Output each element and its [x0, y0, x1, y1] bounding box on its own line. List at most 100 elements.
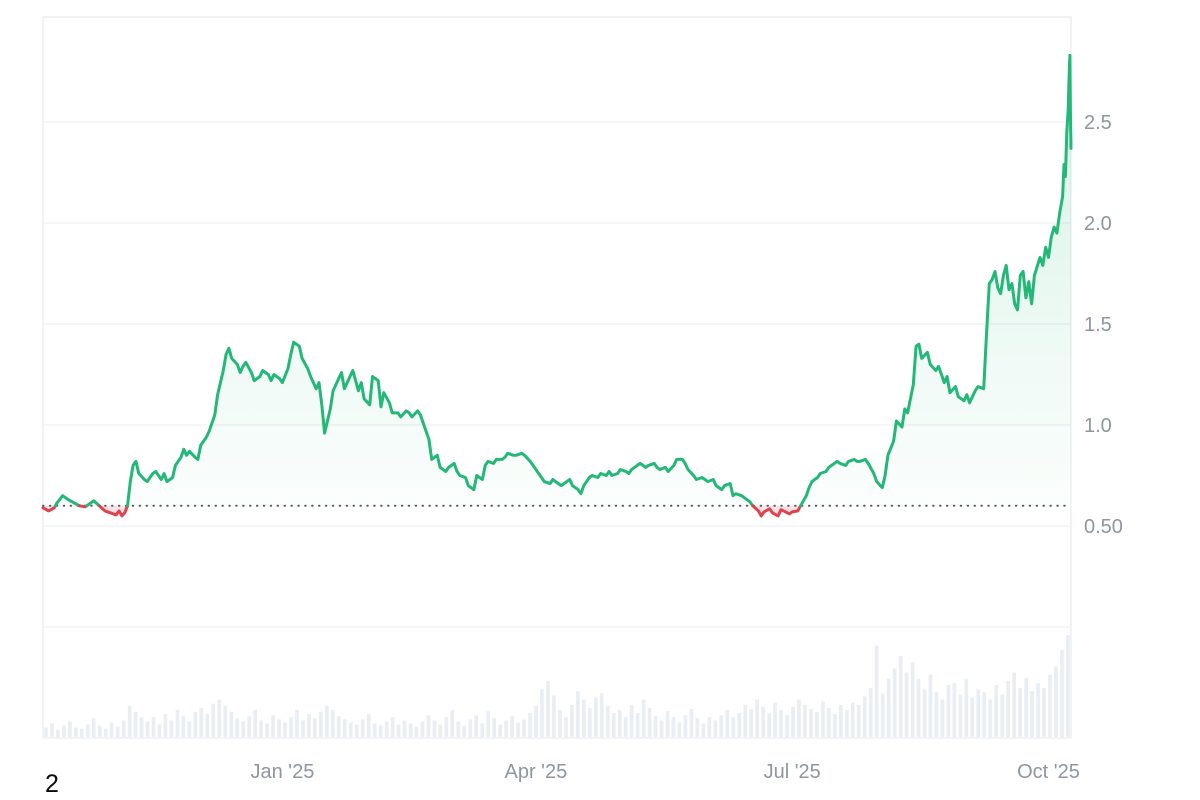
- volume-bar: [187, 721, 192, 737]
- volume-bar: [74, 727, 78, 737]
- volume-bar: [725, 710, 730, 737]
- volume-bar: [928, 674, 933, 737]
- volume-bar: [1036, 682, 1040, 737]
- volume-bar: [713, 720, 718, 737]
- volume-bar: [653, 716, 658, 737]
- volume-bar: [307, 714, 311, 737]
- volume-bar: [241, 721, 245, 737]
- volume-bar: [898, 655, 903, 737]
- volume-bar: [378, 725, 383, 737]
- volume-bar: [211, 703, 216, 737]
- volume-bar: [235, 718, 239, 737]
- volume-bar: [815, 712, 819, 737]
- volume-bar: [522, 719, 526, 737]
- volume-bar: [62, 725, 66, 737]
- volume-bar: [1042, 688, 1046, 737]
- volume-bar: [827, 707, 831, 737]
- volume-bar: [336, 716, 341, 737]
- volume-bar: [438, 724, 443, 737]
- volume-bar: [516, 722, 520, 737]
- volume-bar: [1000, 694, 1005, 737]
- volume-bar: [582, 699, 586, 737]
- volume-bar: [952, 682, 957, 737]
- volume-bar: [133, 712, 138, 737]
- volume-bar: [647, 707, 652, 737]
- volume-bar: [988, 699, 993, 737]
- volume-bar: [671, 717, 676, 737]
- volume-bar: [444, 717, 449, 737]
- price-area-fill: [43, 55, 1071, 516]
- volume-bar: [121, 720, 126, 737]
- volume-bar: [109, 722, 114, 737]
- volume-bar: [319, 712, 323, 737]
- x-axis-label: Jan '25: [250, 761, 314, 783]
- x-axis-labels: Jan '25 Apr '25 Jul '25 Oct '25: [250, 761, 1079, 783]
- volume-bar: [958, 694, 963, 737]
- volume-bar: [934, 692, 939, 737]
- volume-bar: [689, 708, 694, 737]
- volume-bar: [964, 678, 969, 737]
- volume-bar: [922, 689, 927, 737]
- volume-bar: [163, 714, 168, 737]
- volume-bar: [277, 719, 281, 737]
- volume-bar: [1024, 677, 1028, 737]
- price-line-up-segment: [799, 53, 1073, 508]
- volume-bar: [229, 712, 234, 737]
- volume-bar: [862, 696, 867, 737]
- volume-bar: [791, 706, 795, 737]
- volume-bar: [701, 723, 706, 737]
- volume-bar: [821, 701, 825, 737]
- price-line: [41, 53, 1073, 518]
- volume-bar: [845, 710, 849, 737]
- volume-bar: [599, 693, 604, 737]
- volume-bar: [558, 710, 562, 737]
- volume-bar: [540, 689, 544, 737]
- volume-bar: [342, 719, 347, 737]
- y-axis-label: 2.0: [1084, 213, 1112, 235]
- area-above-baseline: [127, 342, 753, 506]
- volume-bar: [809, 708, 813, 737]
- volume-bar: [50, 723, 54, 737]
- volume-bar: [175, 710, 180, 737]
- volume-bar: [635, 713, 640, 737]
- volume-histogram: [44, 635, 1070, 737]
- volume-bar: [767, 713, 771, 737]
- volume-bar: [976, 689, 981, 737]
- volume-bar: [384, 721, 389, 737]
- bottom-left-text: 2: [45, 770, 59, 798]
- volume-bar: [755, 699, 759, 737]
- volume-bar: [773, 702, 777, 737]
- volume-bar: [259, 720, 263, 737]
- volume-bar: [181, 716, 186, 737]
- volume-bar: [504, 720, 508, 737]
- volume-bar: [85, 724, 90, 737]
- volume-bar: [605, 705, 610, 737]
- x-axis-label: Oct '25: [1017, 761, 1080, 783]
- volume-bar: [683, 715, 688, 737]
- volume-bar: [1030, 691, 1034, 737]
- volume-bar: [904, 672, 909, 737]
- volume-bar: [313, 718, 317, 737]
- volume-bar: [576, 691, 580, 737]
- y-axis-label: 2.5: [1084, 112, 1112, 134]
- volume-bar: [719, 715, 724, 737]
- volume-bar: [994, 685, 999, 737]
- volume-bar: [611, 713, 616, 737]
- volume-bar: [372, 723, 377, 737]
- volume-bar: [79, 728, 84, 737]
- volume-bar: [749, 708, 753, 737]
- volume-bar: [1012, 672, 1016, 737]
- volume-bar: [940, 699, 945, 737]
- volume-bar: [510, 716, 514, 737]
- volume-bar: [564, 717, 568, 737]
- volume-bar: [91, 718, 96, 737]
- volume-bar: [623, 717, 628, 737]
- volume-bar: [408, 723, 413, 737]
- volume-bar: [982, 692, 987, 737]
- area-above-baseline: [800, 55, 1071, 506]
- volume-bar: [534, 705, 538, 737]
- volume-bar: [1006, 680, 1010, 737]
- volume-bar: [420, 721, 425, 737]
- price-line-down-segment: [751, 504, 803, 518]
